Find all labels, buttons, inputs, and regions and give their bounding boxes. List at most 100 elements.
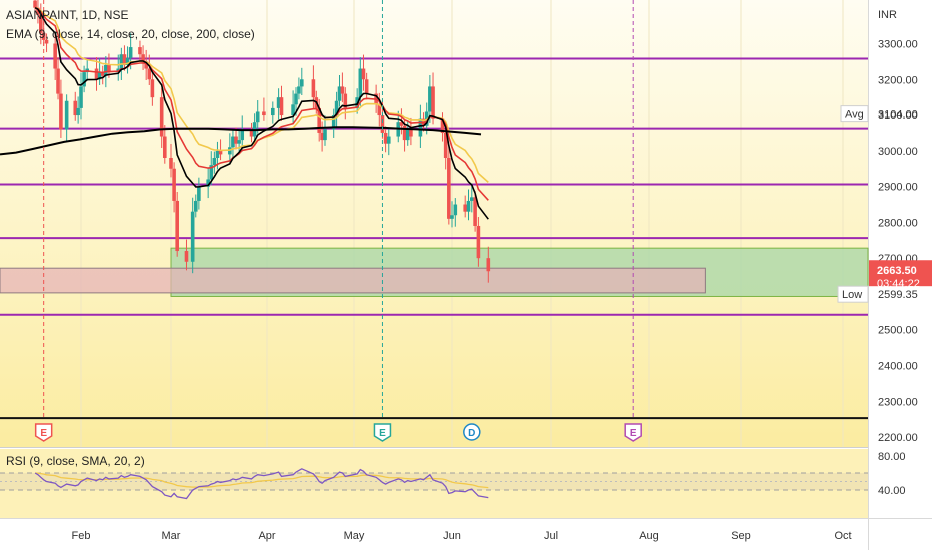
candle-body[interactable] — [122, 54, 127, 65]
candle-body[interactable] — [104, 64, 108, 76]
candle-body[interactable] — [279, 97, 284, 116]
candle-body[interactable] — [190, 211, 195, 262]
candle-body[interactable] — [212, 157, 217, 166]
earnings-event-marker[interactable] — [373, 423, 392, 442]
candle-body[interactable] — [82, 72, 86, 87]
candle-body[interactable] — [169, 157, 173, 169]
candle-body[interactable] — [364, 79, 369, 94]
last-price-tag[interactable] — [869, 260, 932, 291]
candle-body[interactable] — [172, 168, 176, 201]
candle-body[interactable] — [262, 111, 266, 116]
candle-body[interactable] — [184, 251, 189, 262]
candle-body[interactable] — [147, 68, 152, 80]
candle-body[interactable] — [486, 258, 491, 272]
ema14-line[interactable] — [34, 6, 489, 201]
candle-body[interactable] — [125, 57, 130, 65]
candle-body[interactable] — [39, 14, 43, 33]
supply-zone[interactable] — [0, 267, 706, 294]
earnings-event-marker[interactable] — [624, 423, 642, 442]
candle-body[interactable] — [317, 107, 321, 133]
candle-body[interactable] — [418, 118, 423, 137]
candle-body[interactable] — [405, 129, 410, 141]
candle-body[interactable] — [56, 68, 60, 94]
ema20-line[interactable] — [34, 6, 489, 183]
candle-body[interactable] — [271, 107, 275, 116]
candle-body[interactable] — [311, 79, 316, 98]
candle-body[interactable] — [107, 64, 111, 73]
ema9-line[interactable] — [34, 6, 489, 220]
candle-body[interactable] — [294, 93, 298, 105]
dividend-event-marker[interactable] — [463, 423, 481, 441]
candle-body[interactable] — [240, 129, 245, 141]
candle-body[interactable] — [383, 132, 388, 144]
rsi-line[interactable] — [34, 468, 489, 500]
candle-body[interactable] — [276, 97, 281, 108]
candle-body[interactable] — [150, 79, 155, 98]
candle-body[interactable] — [97, 72, 102, 80]
candle-body[interactable] — [300, 79, 304, 87]
candle-body[interactable] — [144, 61, 148, 69]
candle-body[interactable] — [463, 204, 467, 212]
candle-body[interactable] — [138, 47, 142, 55]
candle-body[interactable] — [162, 136, 167, 158]
candle-body[interactable] — [128, 47, 133, 58]
candle-body[interactable] — [320, 132, 324, 141]
candle-body[interactable] — [453, 204, 458, 216]
candle-body[interactable] — [79, 86, 83, 108]
candle-body[interactable] — [473, 197, 477, 226]
candle-body[interactable] — [450, 215, 454, 219]
candle-body[interactable] — [141, 54, 145, 62]
candle-body[interactable] — [297, 86, 301, 94]
earnings-event-marker[interactable] — [34, 423, 53, 442]
candle-body[interactable] — [340, 86, 345, 94]
candle-body[interactable] — [476, 225, 481, 259]
candle-body[interactable] — [399, 122, 404, 126]
candle-body[interactable] — [380, 115, 385, 133]
candle-body[interactable] — [36, 7, 40, 15]
candle-body[interactable] — [337, 86, 342, 101]
candle-body[interactable] — [431, 86, 435, 119]
candle-body[interactable] — [193, 200, 198, 212]
candle-body[interactable] — [76, 107, 80, 116]
ema200-line[interactable] — [0, 126, 482, 156]
candle-body[interactable] — [334, 100, 339, 116]
candle-body[interactable] — [466, 200, 471, 212]
candle-body[interactable] — [94, 68, 99, 80]
candle-body[interactable] — [44, 39, 49, 44]
candle-body[interactable] — [119, 54, 124, 69]
candle-body[interactable] — [197, 186, 201, 201]
candle-body[interactable] — [440, 118, 445, 133]
candle-body[interactable] — [234, 136, 238, 144]
candle-body[interactable] — [53, 43, 57, 69]
candle-body[interactable] — [358, 68, 363, 98]
candle-body[interactable] — [447, 157, 451, 219]
candle-body[interactable] — [100, 72, 105, 76]
candle-body[interactable] — [331, 115, 336, 130]
candle-body[interactable] — [64, 100, 69, 130]
candle-body[interactable] — [206, 179, 210, 187]
candle-body[interactable] — [249, 129, 254, 137]
candle-body[interactable] — [291, 104, 295, 116]
candle-body[interactable] — [409, 129, 413, 137]
symbol-legend[interactable]: ASIANPAINT, 1D, NSE — [6, 8, 129, 22]
candle-body[interactable] — [59, 93, 63, 130]
candle-body[interactable] — [175, 200, 179, 252]
candle-body[interactable] — [231, 136, 235, 148]
candle-body[interactable] — [159, 97, 164, 137]
candle-body[interactable] — [428, 86, 432, 112]
candle-body[interactable] — [218, 150, 223, 155]
candle-body[interactable] — [361, 68, 366, 80]
candle-body[interactable] — [443, 132, 448, 158]
candle-body[interactable] — [470, 197, 474, 201]
candle-body[interactable] — [377, 104, 382, 116]
ema-legend[interactable]: EMA (9, close, 14, close, 20, close, 200… — [6, 27, 255, 41]
candle-body[interactable] — [343, 93, 348, 108]
candle-body[interactable] — [33, 0, 37, 8]
candle-body[interactable] — [215, 150, 220, 158]
candle-body[interactable] — [323, 129, 327, 141]
rsi-legend[interactable]: RSI (9, close, SMA, 20, 2) — [6, 454, 145, 468]
candle-body[interactable] — [255, 111, 260, 123]
candle-body[interactable] — [386, 136, 391, 144]
